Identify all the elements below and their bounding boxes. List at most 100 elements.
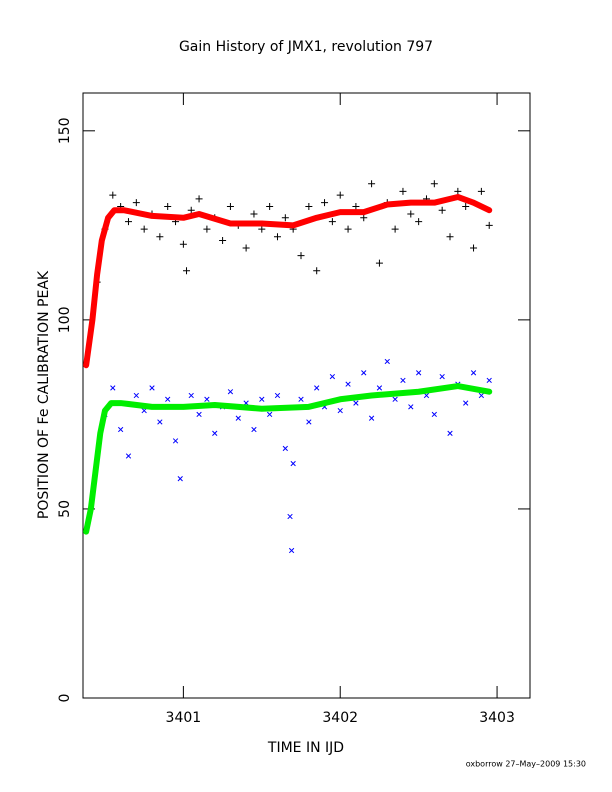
cross-point: [287, 513, 293, 520]
plus-point: [187, 206, 195, 214]
cross-point: [188, 392, 194, 399]
cross-point: [235, 415, 241, 421]
footer: oxborrow 27–May–2009 15:30: [466, 760, 586, 769]
cross-point: [125, 453, 132, 459]
cross-point: [196, 411, 202, 418]
cross-point: [274, 392, 281, 399]
cross-point: [353, 400, 359, 406]
cross-point: [165, 396, 171, 402]
x-axis-label: TIME IN IJD: [267, 740, 344, 756]
plus-point: [470, 244, 478, 252]
cross-point: [486, 377, 492, 384]
cross-point: [337, 407, 343, 414]
cross-point: [110, 385, 116, 391]
plus-point: [375, 259, 383, 267]
plus-point: [132, 199, 140, 207]
cross-point: [290, 460, 296, 467]
plus-point: [281, 214, 289, 222]
cross-point: [345, 381, 351, 387]
plus-point: [336, 191, 344, 199]
plus-point: [454, 187, 462, 195]
cross-point: [259, 396, 265, 402]
plus-point: [462, 202, 470, 210]
cross-point: [470, 370, 477, 376]
fit-curve: [83, 383, 493, 535]
cross-point: [298, 396, 304, 402]
plus-point: [407, 210, 415, 218]
cross-point: [400, 377, 406, 384]
cross-point: [431, 411, 437, 418]
plus-point: [297, 252, 305, 260]
cross-point: [288, 547, 295, 554]
cross-point: [361, 370, 367, 376]
plus-point: [313, 267, 321, 275]
cross-point: [117, 426, 124, 433]
plus-point: [183, 267, 191, 275]
plus-point: [438, 206, 446, 214]
chart-title: Gain History of JMX1, revolution 797: [179, 39, 433, 55]
plus-point: [305, 202, 313, 210]
cross-point: [306, 419, 312, 425]
plus-point: [164, 202, 172, 210]
plus-point: [250, 210, 258, 218]
fit-curve: [83, 193, 493, 369]
cross-point: [212, 430, 218, 436]
plus-point: [109, 191, 117, 199]
plus-point: [328, 218, 336, 226]
plus-point: [242, 244, 250, 252]
plus-point: [368, 180, 376, 188]
plus-point: [477, 187, 485, 195]
cross-point: [368, 415, 375, 421]
y-tick-label: 150: [57, 117, 73, 144]
cross-point: [376, 385, 383, 391]
plus-point: [258, 225, 266, 233]
plus-point: [203, 225, 211, 233]
plus-point: [485, 221, 493, 229]
plus-point: [219, 236, 227, 244]
cross-point: [329, 373, 336, 380]
cross-point: [415, 370, 422, 376]
plus-point: [321, 199, 329, 207]
cross-point: [149, 385, 155, 391]
plus-point: [391, 225, 399, 233]
plus-point: [124, 218, 132, 226]
cross-point: [282, 445, 288, 452]
plus-point: [352, 202, 360, 210]
cross-point: [157, 419, 163, 425]
plus-point: [360, 214, 368, 222]
plus-point: [266, 202, 274, 210]
plus-point: [226, 202, 234, 210]
x-tick-label: 3401: [166, 710, 202, 726]
cross-point: [172, 438, 179, 444]
cross-point: [423, 392, 430, 399]
cross-point: [408, 404, 414, 410]
plus-point: [430, 180, 438, 188]
cross-point: [439, 373, 445, 380]
cross-point: [177, 476, 183, 482]
plus-point: [140, 225, 148, 233]
plus-point: [415, 218, 423, 226]
plus-point: [446, 233, 454, 241]
cross-point: [266, 411, 273, 418]
x-tick-label: 3402: [322, 710, 358, 726]
cross-point: [314, 385, 320, 391]
cross-point: [392, 396, 398, 402]
cross-point: [227, 389, 234, 395]
plus-point: [195, 195, 203, 203]
cross-point: [463, 400, 469, 406]
x-tick-label: 3403: [479, 710, 515, 726]
cross-point: [133, 392, 139, 399]
cross-point: [251, 426, 257, 433]
y-tick-label: 0: [57, 694, 73, 703]
cross-point: [478, 392, 485, 399]
cross-point: [384, 358, 390, 365]
plus-point: [344, 225, 352, 233]
y-tick-label: 50: [57, 500, 73, 518]
plus-point: [273, 233, 281, 241]
plus-point: [179, 240, 187, 248]
plus-point: [156, 233, 164, 241]
y-axis-label: POSITION OF Fe CALIBRATION PEAK: [36, 270, 52, 519]
plus-point: [399, 187, 407, 195]
plot-frame: [82, 92, 531, 699]
